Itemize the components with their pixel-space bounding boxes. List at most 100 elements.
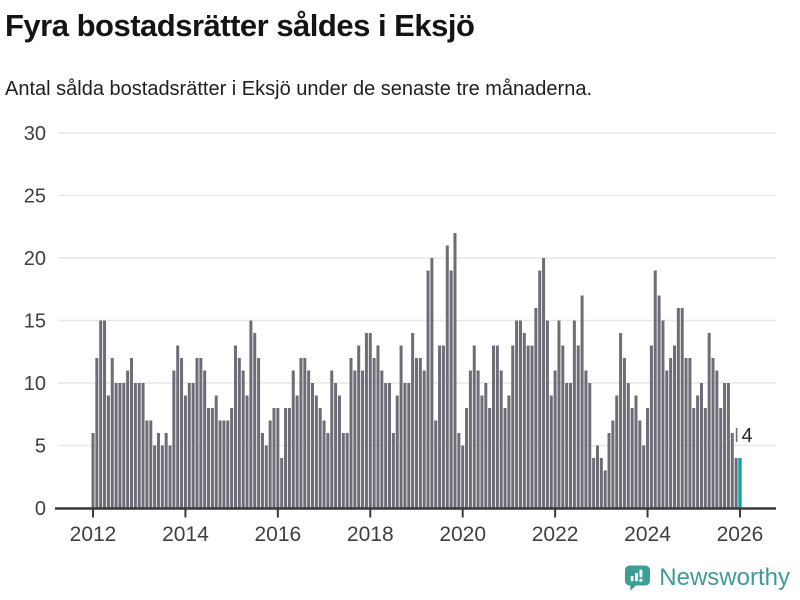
bar <box>457 433 461 508</box>
x-axis-label: 2014 <box>162 523 209 546</box>
bar <box>688 358 692 508</box>
bar <box>684 358 688 508</box>
bar <box>334 383 338 508</box>
y-axis-label: 10 <box>24 373 46 395</box>
bar <box>411 333 415 508</box>
bar <box>534 308 538 508</box>
bar <box>183 395 187 508</box>
bar <box>260 433 264 508</box>
logo-bar-medium <box>635 573 639 582</box>
bar <box>326 433 330 508</box>
bar <box>561 345 565 508</box>
bar <box>241 370 245 508</box>
bar <box>191 383 195 508</box>
bar <box>361 370 365 508</box>
bar <box>156 433 160 508</box>
bar <box>295 395 299 508</box>
y-axis-label: 20 <box>24 248 46 270</box>
logo-exclamation-bar <box>639 569 643 578</box>
y-axis-label: 30 <box>24 123 46 145</box>
bar <box>619 333 623 508</box>
bar <box>723 383 727 508</box>
bar <box>253 333 257 508</box>
bar <box>287 408 291 508</box>
bar <box>607 433 611 508</box>
bar <box>164 433 168 508</box>
bar <box>345 433 349 508</box>
bar <box>214 395 218 508</box>
bar <box>210 408 214 508</box>
x-axis-label: 2018 <box>347 523 394 546</box>
bar <box>649 345 653 508</box>
bar <box>233 345 237 508</box>
bar <box>522 333 526 508</box>
bar <box>580 295 584 508</box>
bar <box>218 420 222 508</box>
bar <box>696 395 700 508</box>
bar <box>507 395 511 508</box>
bar <box>276 408 280 508</box>
bar <box>357 345 361 508</box>
bar <box>168 445 172 508</box>
bar <box>572 320 576 508</box>
bar <box>422 370 426 508</box>
bar <box>465 408 469 508</box>
bar <box>426 270 430 508</box>
bar <box>176 345 180 508</box>
bar <box>141 383 145 508</box>
x-axis-label: 2022 <box>532 523 579 546</box>
bar <box>630 408 634 508</box>
bar <box>149 420 153 508</box>
bar <box>488 408 492 508</box>
bar <box>226 420 230 508</box>
x-axis-label: 2020 <box>439 523 486 546</box>
bar <box>603 470 607 508</box>
bar <box>699 383 703 508</box>
bar <box>734 458 738 508</box>
bar <box>237 358 241 508</box>
bar <box>380 370 384 508</box>
bar <box>711 358 715 508</box>
bar <box>438 345 442 508</box>
bar <box>673 345 677 508</box>
bar <box>137 383 141 508</box>
bar <box>145 420 149 508</box>
bar <box>118 383 122 508</box>
bar <box>272 408 276 508</box>
bar <box>110 358 114 508</box>
logo-bar-small <box>630 576 634 582</box>
y-axis-label: 0 <box>35 498 46 520</box>
bar <box>634 395 638 508</box>
bar <box>187 383 191 508</box>
bar <box>468 370 472 508</box>
bar <box>180 358 184 508</box>
bar <box>584 370 588 508</box>
bar <box>337 395 341 508</box>
bar <box>395 395 399 508</box>
bar <box>95 358 99 508</box>
bar <box>611 420 615 508</box>
brand-name: Newsworthy <box>659 564 790 591</box>
bar <box>592 458 596 508</box>
bar <box>692 408 696 508</box>
bar <box>646 408 650 508</box>
bar <box>576 345 580 508</box>
bar <box>268 420 272 508</box>
bar <box>703 408 707 508</box>
bar <box>399 345 403 508</box>
bar <box>434 420 438 508</box>
logo-exclamation-dot <box>639 578 643 582</box>
bar <box>441 345 445 508</box>
bar <box>126 370 130 508</box>
bar <box>545 320 549 508</box>
bar <box>207 408 211 508</box>
bar <box>203 370 207 508</box>
bar <box>222 420 226 508</box>
bar <box>492 345 496 508</box>
y-axis-label: 15 <box>24 311 46 333</box>
bar <box>549 395 553 508</box>
bar <box>311 383 315 508</box>
bar <box>376 345 380 508</box>
newsworthy-logo: Newsworthy <box>623 564 790 592</box>
bar <box>661 320 665 508</box>
